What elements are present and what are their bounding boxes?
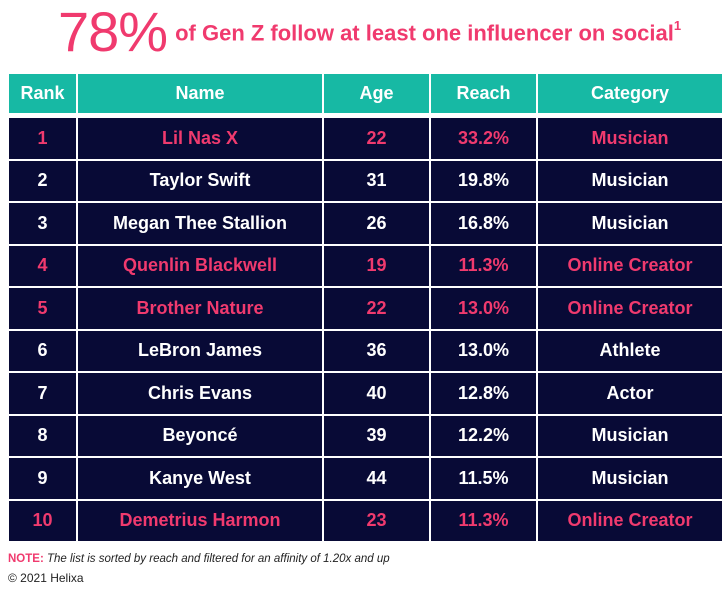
cell-name: LeBron James (78, 330, 322, 371)
cell-age: 44 (324, 458, 429, 499)
table-row: 10 Demetrius Harmon 23 11.3% Online Creator (9, 500, 722, 541)
cell-name: Megan Thee Stallion (78, 203, 322, 244)
cell-name: Chris Evans (78, 373, 322, 414)
headline-text: of Gen Z follow at least one influencer … (175, 17, 682, 46)
cell-age: 36 (324, 330, 429, 371)
column-header-reach: Reach (431, 74, 536, 116)
cell-reach: 12.8% (431, 373, 536, 414)
cell-category: Athlete (538, 330, 722, 371)
cell-name: Taylor Swift (78, 160, 322, 201)
cell-reach: 16.8% (431, 203, 536, 244)
cell-name: Brother Nature (78, 288, 322, 329)
cell-category: Musician (538, 458, 722, 499)
note-text: The list is sorted by reach and filtered… (46, 553, 390, 565)
cell-reach: 13.0% (431, 330, 536, 371)
table-row: 3 Megan Thee Stallion 26 16.8% Musician (9, 203, 722, 244)
cell-rank: 5 (9, 288, 76, 329)
cell-reach: 12.2% (431, 415, 536, 456)
cell-name: Quenlin Blackwell (78, 245, 322, 286)
cell-rank: 6 (9, 330, 76, 371)
cell-age: 22 (324, 288, 429, 329)
table-body: 1 Lil Nas X 22 33.2% Musician 2 Taylor Swift 31… (9, 118, 722, 541)
cell-rank: 8 (9, 415, 76, 456)
cell-reach: 19.8% (431, 160, 536, 201)
cell-category: Actor (538, 373, 722, 414)
column-header-name: Name (78, 74, 322, 116)
column-header-category: Category (538, 74, 722, 116)
cell-rank: 2 (9, 160, 76, 201)
cell-reach: 33.2% (431, 118, 536, 159)
cell-category: Musician (538, 160, 722, 201)
cell-rank: 9 (9, 458, 76, 499)
cell-age: 39 (324, 415, 429, 456)
headline-stat: 78% (58, 0, 168, 63)
cell-name: Beyoncé (78, 415, 322, 456)
table-row: 5 Brother Nature 22 13.0% Online Creator (9, 288, 722, 329)
cell-rank: 3 (9, 203, 76, 244)
cell-age: 40 (324, 373, 429, 414)
cell-rank: 4 (9, 245, 76, 286)
cell-category: Online Creator (538, 245, 722, 286)
cell-rank: 10 (9, 500, 76, 541)
cell-age: 19 (324, 245, 429, 286)
table-row: 6 LeBron James 36 13.0% Athlete (9, 330, 722, 371)
footnote: NOTE: The list is sorted by reach and fi… (8, 553, 390, 565)
table-row: 1 Lil Nas X 22 33.2% Musician (9, 118, 722, 159)
cell-age: 23 (324, 500, 429, 541)
cell-age: 31 (324, 160, 429, 201)
footnote-marker: 1 (673, 17, 682, 33)
column-header-age: Age (324, 74, 429, 116)
cell-reach: 11.3% (431, 245, 536, 286)
cell-name: Lil Nas X (78, 118, 322, 159)
cell-name: Demetrius Harmon (78, 500, 322, 541)
cell-category: Musician (538, 203, 722, 244)
headline-text-body: of Gen Z follow at least one influencer … (175, 20, 674, 46)
cell-name: Kanye West (78, 458, 322, 499)
table-row: 7 Chris Evans 40 12.8% Actor (9, 373, 722, 414)
cell-age: 26 (324, 203, 429, 244)
column-header-rank: Rank (9, 74, 76, 116)
note-label: NOTE: (8, 553, 44, 565)
cell-rank: 7 (9, 373, 76, 414)
table-header-row: Rank Name Age Reach Category (9, 74, 722, 116)
cell-reach: 13.0% (431, 288, 536, 329)
cell-age: 22 (324, 118, 429, 159)
cell-category: Online Creator (538, 288, 722, 329)
table-row: 9 Kanye West 44 11.5% Musician (9, 458, 722, 499)
table-row: 4 Quenlin Blackwell 19 11.3% Online Creator (9, 245, 722, 286)
cell-category: Online Creator (538, 500, 722, 541)
cell-reach: 11.3% (431, 500, 536, 541)
cell-rank: 1 (9, 118, 76, 159)
cell-reach: 11.5% (431, 458, 536, 499)
headline: 78% of Gen Z follow at least one influen… (58, 2, 681, 62)
table-row: 2 Taylor Swift 31 19.8% Musician (9, 160, 722, 201)
cell-category: Musician (538, 118, 722, 159)
cell-category: Musician (538, 415, 722, 456)
table-row: 8 Beyoncé 39 12.2% Musician (9, 415, 722, 456)
copyright: © 2021 Helixa (8, 571, 84, 585)
